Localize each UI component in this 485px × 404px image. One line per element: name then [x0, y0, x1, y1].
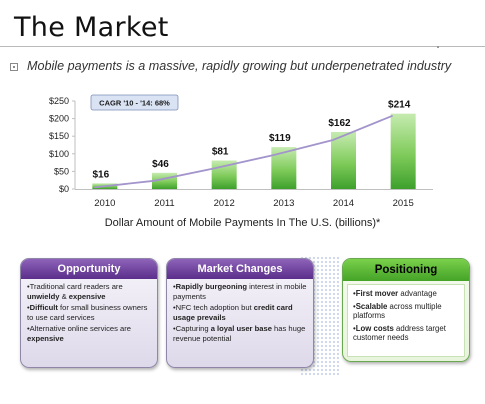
bar-chart: $0 $50 $100 $150 $200 $250 2010 2011 2012 2013 201… [49, 94, 433, 209]
x-tick-label: 2014 [333, 198, 354, 209]
chart-labels: $16 $46 $81 $119 $162 $214 [92, 100, 410, 181]
y-tick-label: $50 [54, 166, 69, 176]
y-tick-label: $200 [49, 114, 69, 124]
bar [390, 113, 416, 189]
slide-title: The Market [14, 12, 169, 43]
card-bullet-list: Traditional card readers are unwieldy & … [21, 279, 157, 344]
x-tick-label: 2011 [154, 198, 174, 209]
opportunity-card: Opportunity Traditional card readers are… [20, 258, 158, 368]
y-tick-label: $150 [49, 131, 69, 141]
card-bullet-item: Scalable across multiple platforms [353, 302, 460, 321]
trend-line [94, 114, 394, 189]
card-bullet-list: First mover advantage Scalable across mul… [348, 287, 464, 343]
y-tick-label: $250 [49, 96, 69, 106]
bar [271, 147, 297, 189]
slide-subtitle: Mobile payments is a massive, rapidly gr… [27, 59, 452, 73]
card-bullet-list: Rapidly burgeoning interest in mobile pa… [167, 279, 313, 344]
cagr-label: CAGR '10 - '14: 68% [99, 99, 170, 108]
card-body: First mover advantage Scalable across mul… [347, 284, 465, 357]
bar-value-label: $16 [92, 169, 109, 180]
y-tick-label: $100 [49, 149, 69, 159]
chart-x-axis-title: Dollar Amount of Mobile Payments In The … [104, 217, 381, 229]
card-bullet-item: Low costs address target customer needs [353, 324, 460, 343]
divider-dot [437, 46, 439, 48]
bar-value-label: $46 [152, 159, 169, 170]
bullet-square-icon [10, 63, 18, 71]
card-title: Market Changes [167, 259, 313, 279]
chart-bars [92, 113, 416, 189]
bar [331, 131, 356, 189]
bar-value-label: $162 [328, 118, 351, 129]
positioning-card: Positioning First mover advantage Scalabl… [342, 258, 470, 362]
bar-value-label: $214 [388, 100, 411, 111]
y-tick-label: $0 [59, 184, 69, 194]
title-divider [0, 46, 485, 47]
chart-axes: $0 $50 $100 $150 $200 $250 2010 2011 2012 2013 201… [49, 96, 433, 209]
card-bullet-item: Rapidly burgeoning interest in mobile pa… [173, 282, 308, 301]
bar-value-label: $119 [269, 133, 291, 144]
cagr-annotation: CAGR '10 - '14: 68% [90, 94, 179, 111]
card-bullet-item: Difficult for small business owners to u… [27, 303, 152, 322]
card-bullet-item: First mover advantage [353, 289, 460, 299]
x-tick-label: 2013 [273, 198, 294, 209]
card-bullet-item: Traditional card readers are unwieldy & … [27, 282, 152, 301]
card-bullet-item: NFC tech adoption but credit card usage … [173, 303, 308, 322]
chart-trendline [94, 114, 394, 189]
card-bullet-item: Capturing a loyal user base has huge rev… [173, 324, 308, 343]
card-bullet-item: Alternative online services are expensiv… [27, 324, 152, 343]
x-tick-label: 2010 [94, 198, 115, 209]
cagr-box [90, 94, 179, 111]
x-tick-label: 2015 [393, 198, 414, 209]
card-title: Positioning [343, 259, 469, 281]
bar-value-label: $81 [212, 146, 229, 157]
market-changes-card: Market Changes Rapidly burgeoning intere… [166, 258, 314, 368]
x-tick-label: 2012 [214, 198, 235, 209]
card-title: Opportunity [21, 259, 157, 279]
